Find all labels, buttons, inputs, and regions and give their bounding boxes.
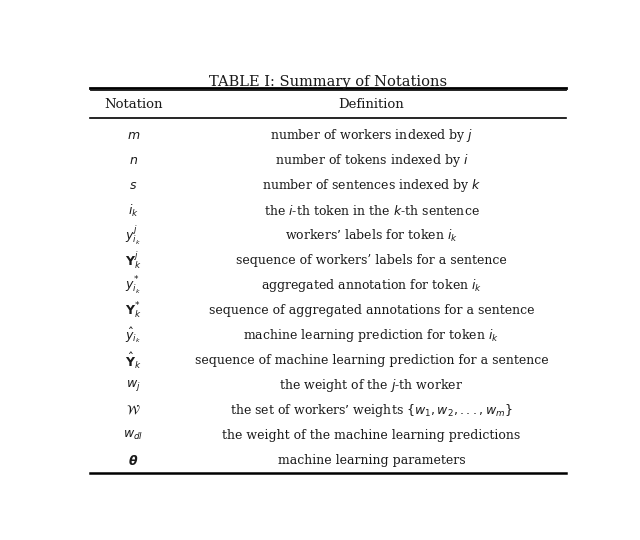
Text: number of sentences indexed by $k$: number of sentences indexed by $k$: [262, 177, 481, 194]
Text: $i_k$: $i_k$: [128, 202, 139, 219]
Text: the set of workers’ weights $\{w_1, w_2, ..., w_m\}$: the set of workers’ weights $\{w_1, w_2,…: [230, 402, 513, 419]
Text: $s$: $s$: [129, 179, 138, 192]
Text: $n$: $n$: [129, 154, 138, 167]
Text: $w_{dl}$: $w_{dl}$: [124, 429, 143, 442]
Text: Notation: Notation: [104, 98, 163, 111]
Text: $\mathbf{Y}^{*}_{k}$: $\mathbf{Y}^{*}_{k}$: [125, 300, 141, 321]
Text: aggregated annotation for token $i_k$: aggregated annotation for token $i_k$: [260, 277, 482, 294]
Text: $\boldsymbol{\theta}$: $\boldsymbol{\theta}$: [128, 454, 138, 468]
Text: machine learning prediction for token $i_k$: machine learning prediction for token $i…: [243, 327, 499, 344]
Text: workers’ labels for token $i_k$: workers’ labels for token $i_k$: [285, 227, 458, 244]
Text: Definition: Definition: [339, 98, 404, 111]
Text: sequence of workers’ labels for a sentence: sequence of workers’ labels for a senten…: [236, 254, 507, 267]
Text: number of workers indexed by $j$: number of workers indexed by $j$: [269, 127, 473, 144]
Text: the weight of the machine learning predictions: the weight of the machine learning predi…: [222, 429, 520, 442]
Text: $y^{j}_{i_k}$: $y^{j}_{i_k}$: [125, 224, 141, 247]
Text: $y^{*}_{i_k}$: $y^{*}_{i_k}$: [125, 275, 141, 296]
Text: sequence of machine learning prediction for a sentence: sequence of machine learning prediction …: [195, 354, 548, 367]
Text: $\hat{y}_{i_k}$: $\hat{y}_{i_k}$: [125, 326, 141, 346]
Text: the $i$-th token in the $k$-th sentence: the $i$-th token in the $k$-th sentence: [264, 204, 479, 218]
Text: sequence of aggregated annotations for a sentence: sequence of aggregated annotations for a…: [209, 304, 534, 317]
Text: $\mathbf{Y}^{j}_{k}$: $\mathbf{Y}^{j}_{k}$: [125, 249, 141, 272]
Text: $\mathcal{W}$: $\mathcal{W}$: [126, 404, 141, 417]
Text: TABLE I: Summary of Notations: TABLE I: Summary of Notations: [209, 75, 447, 89]
Text: machine learning parameters: machine learning parameters: [278, 454, 465, 467]
Text: $m$: $m$: [127, 129, 140, 142]
Text: number of tokens indexed by $i$: number of tokens indexed by $i$: [275, 152, 468, 169]
Text: $\hat{\mathbf{Y}}_k$: $\hat{\mathbf{Y}}_k$: [125, 350, 141, 370]
Text: the weight of the $j$-th worker: the weight of the $j$-th worker: [280, 377, 463, 394]
Text: $w_j$: $w_j$: [126, 378, 141, 393]
